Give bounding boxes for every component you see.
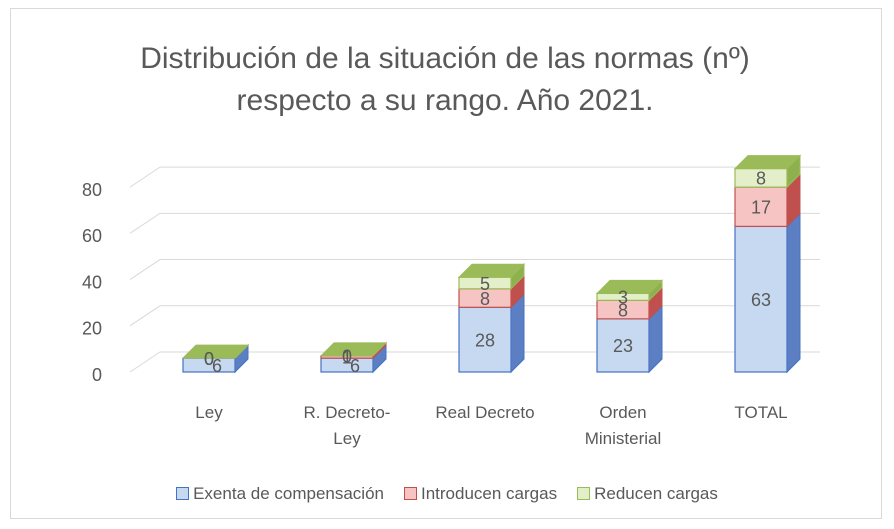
bar-top <box>319 342 388 357</box>
legend-item: Reducen cargas <box>577 484 718 504</box>
data-label: 6 <box>350 356 360 376</box>
x-tick-label: Orden Ministerial <box>584 403 662 448</box>
x-tick-label: Real Decreto <box>435 403 535 422</box>
bar-front <box>734 186 788 228</box>
data-label: 5 <box>480 274 490 294</box>
y-tick-label: 60 <box>82 226 102 246</box>
y-tick-label: 20 <box>82 319 102 339</box>
legend-label: Introducen cargas <box>421 484 558 503</box>
legend-label: Exenta de compensación <box>193 484 384 503</box>
legend-swatch <box>404 487 417 500</box>
bar-top <box>733 155 802 170</box>
y-tick-label: 40 <box>82 272 102 292</box>
data-label: 8 <box>756 169 766 189</box>
legend: Exenta de compensación Introducen cargas R… <box>0 484 894 504</box>
data-label: 28 <box>475 330 495 350</box>
bar-top <box>595 279 664 294</box>
x-tick-label: TOTAL <box>734 403 788 422</box>
legend-swatch <box>577 487 591 500</box>
grid-line <box>129 166 820 188</box>
bar-top <box>457 263 526 278</box>
data-label: 0 <box>342 347 352 367</box>
grid-line <box>129 259 820 280</box>
data-label: 6 <box>212 356 222 376</box>
legend-swatch <box>176 487 190 500</box>
bar-segment <box>596 286 663 321</box>
data-label: 8 <box>480 289 490 309</box>
data-label: 0 <box>204 349 214 369</box>
data-label: 8 <box>618 300 628 320</box>
data-label: 17 <box>751 198 771 218</box>
bar-segment <box>734 212 801 374</box>
data-label: 63 <box>751 290 771 310</box>
bar-segment <box>320 343 387 374</box>
data-label: 3 <box>618 288 628 308</box>
legend-item: Exenta de compensación <box>176 484 384 504</box>
bar-side <box>786 212 801 374</box>
y-tick-label: 80 <box>82 180 102 200</box>
chart-title: Distribución de la situación de las norm… <box>140 42 750 117</box>
bar-front <box>734 225 788 373</box>
data-label: 23 <box>613 336 633 356</box>
grid-line <box>129 212 820 234</box>
bar-front <box>596 318 650 373</box>
data-label: 1 <box>342 348 352 368</box>
y-tick-label: 0 <box>92 365 102 385</box>
bar-segment <box>596 304 663 374</box>
legend-item: Introducen cargas <box>404 484 557 504</box>
bar-top <box>181 344 250 359</box>
bar-segment <box>734 154 801 189</box>
data-label: 0 <box>204 349 214 369</box>
chart-frame <box>10 8 882 519</box>
bar-segment <box>458 293 525 374</box>
x-tick-label: Ley <box>195 403 223 422</box>
x-tick-label: R. Decreto-Ley <box>303 403 391 448</box>
legend-label: Reducen cargas <box>594 484 718 503</box>
